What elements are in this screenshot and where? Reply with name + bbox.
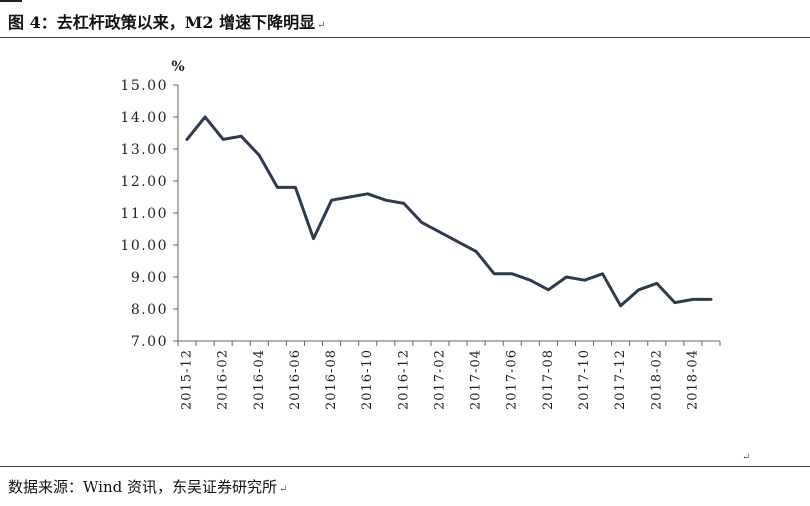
data-point [673,301,676,304]
paragraph-mark-icon-2: ↵ [742,452,751,463]
data-point [294,186,297,189]
data-point [457,240,460,243]
y-tick-label: 15.00 [120,78,168,94]
data-point [420,221,423,224]
x-tick-label: 2018-02 [649,349,664,410]
figure-title-text: 图 4：去杠杆政策以来，M2 增速下降明显 [8,13,316,32]
y-tick-label: 12.00 [120,174,168,190]
figure-title: 图 4：去杠杆政策以来，M2 增速下降明显 ↵ [8,9,326,33]
data-point [493,272,496,275]
x-tick-label: 2017-10 [577,349,592,410]
data-point [691,298,694,301]
x-tick-label: 2016-04 [252,349,267,410]
x-tick-label: 2016-06 [288,349,303,410]
x-tick-label: 2017-02 [432,349,447,410]
data-point [601,272,604,275]
source-divider [0,466,810,467]
y-tick-label: 13.00 [120,142,168,158]
x-tick-label: 2017-08 [541,349,556,410]
y-tick-label: 9.00 [131,270,168,286]
data-point [547,288,550,291]
data-point [384,199,387,202]
y-tick-label: 10.00 [120,238,168,254]
data-point [312,237,315,240]
data-point [402,202,405,205]
source-note: 数据来源：Wind 资讯，东吴证券研究所 ↵ [8,476,287,497]
y-axis-unit-label: % [171,59,184,75]
data-point [330,199,333,202]
data-point [348,196,351,199]
data-point [565,276,568,279]
data-point [511,272,514,275]
data-point [438,231,441,234]
data-point [258,154,261,157]
x-tick-label: 2016-02 [216,349,231,410]
data-point [655,282,658,285]
x-tick-label: 2016-08 [324,349,339,410]
m2-growth-series-line [185,115,713,308]
data-point [366,192,369,195]
data-point [475,250,478,253]
data-point [583,279,586,282]
y-tick-label: 8.00 [131,302,168,318]
figure-title-bar: 图 4：去杠杆政策以来，M2 增速下降明显 ↵ [0,2,810,36]
source-text: 数据来源：Wind 资讯，东吴证券研究所 [8,478,277,496]
data-point [276,186,279,189]
y-tick-label: 14.00 [120,110,168,126]
paragraph-mark-icon: ↵ [317,20,326,31]
x-tick-label: 2016-10 [360,349,375,410]
data-point [709,298,712,301]
x-tick-label: 2015-12 [180,349,195,410]
y-tick-label: 11.00 [120,206,168,222]
x-tick-label: 2017-06 [505,349,520,410]
data-point [529,279,532,282]
data-point [637,288,640,291]
paragraph-mark-icon-3: ↵ [278,484,288,495]
data-point [222,138,225,141]
x-tick-label: 2018-04 [685,349,700,410]
x-tick-label: 2017-04 [469,349,484,410]
top-corner-mark [0,0,22,2]
data-point [240,135,243,138]
x-tick-label: 2017-12 [613,349,628,410]
x-tick-label: 2016-12 [396,349,411,410]
data-point [619,304,622,307]
title-divider [0,37,810,38]
data-point [204,116,207,119]
data-point [186,138,189,141]
y-tick-label: 7.00 [131,334,168,350]
